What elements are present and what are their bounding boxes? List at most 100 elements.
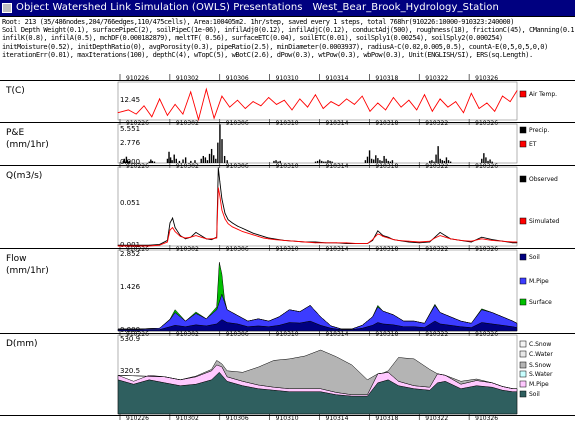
date-tick-label: 910314	[326, 120, 349, 127]
data-point	[439, 98, 441, 100]
data-point	[148, 244, 150, 246]
precip-bar	[204, 157, 207, 163]
data-point	[408, 241, 410, 243]
data-point	[408, 99, 410, 101]
precip-bar	[124, 161, 127, 163]
legend-swatch	[519, 298, 527, 306]
data-point	[429, 240, 431, 242]
data-point	[424, 94, 425, 96]
precip-bar	[169, 157, 172, 163]
precip-bar	[321, 160, 323, 163]
data-point	[304, 241, 306, 243]
panel-divider	[0, 248, 575, 249]
precip-bar	[383, 155, 385, 163]
precip-bar	[221, 139, 223, 163]
date-tick-label: 910326	[475, 246, 498, 253]
data-point	[169, 222, 171, 224]
precip-bar	[325, 161, 327, 163]
date-tick-label: 910306	[226, 120, 249, 127]
date-tick-label: 910302	[176, 163, 199, 170]
date-tick-label: 910306	[226, 163, 249, 170]
date-tick-strip: 910226 910302 910306 910310 910314 910318 9103…	[119, 74, 498, 82]
data-point	[260, 105, 262, 107]
data-point	[229, 106, 231, 108]
date-tick-label: 910310	[276, 246, 299, 253]
data-point	[200, 235, 202, 237]
legend-swatch	[519, 90, 527, 98]
legend-swatch	[519, 175, 527, 183]
panel-divider	[0, 122, 575, 123]
data-point	[291, 109, 293, 111]
y-axis-label: D(mm)	[6, 339, 38, 349]
precip-bar	[373, 159, 375, 163]
series-line-simulated	[118, 187, 517, 247]
data-point	[179, 236, 181, 237]
data-point	[159, 98, 160, 100]
precip-bar	[364, 160, 367, 163]
info-line: Root: 213 (35/486nodes,204/766edges,110/…	[2, 18, 514, 26]
precip-bar	[318, 159, 321, 163]
date-tick-label: 910326	[475, 163, 498, 170]
data-point	[227, 223, 229, 225]
precip-bar	[127, 161, 130, 163]
data-point	[247, 232, 249, 234]
date-tick-label: 910310	[276, 415, 299, 422]
date-tick-label: 910326	[475, 75, 498, 82]
data-point	[491, 240, 493, 241]
data-point	[205, 238, 207, 240]
date-tick-label: 910302	[176, 75, 199, 82]
data-point	[346, 242, 347, 244]
data-point	[117, 245, 119, 247]
data-point	[512, 241, 514, 243]
data-point	[195, 232, 197, 233]
legend-label: M.Pipe	[529, 381, 549, 388]
data-point	[460, 240, 462, 241]
precip-bar	[166, 158, 169, 163]
precip-bar	[153, 161, 156, 163]
precip-bar	[487, 160, 489, 163]
data-point	[481, 238, 483, 240]
data-point	[166, 115, 168, 116]
precip-bar	[377, 158, 379, 163]
data-point	[398, 240, 399, 241]
legend-swatch	[519, 340, 527, 348]
data-point	[392, 239, 394, 241]
data-point	[444, 236, 446, 238]
precip-bar	[148, 161, 150, 163]
data-point	[276, 103, 277, 105]
data-point	[151, 116, 153, 118]
precip-bar	[323, 161, 325, 163]
date-tick-label: 910306	[226, 75, 249, 82]
chart-depth: D(mm) 530.9 320.5 Soil M.Pipe S.Water S.Snow C.…	[6, 334, 553, 415]
data-point	[227, 219, 229, 221]
data-point	[470, 241, 472, 243]
legend-label: Observed	[529, 176, 558, 183]
data-point	[159, 244, 160, 246]
date-tick-label: 910326	[475, 331, 498, 338]
simulation-parameters: Root: 213 (35/486nodes,204/766edges,110/…	[2, 18, 574, 59]
info-line: initMoisture(0.52), initDepthRatio(0), a…	[2, 42, 548, 51]
precip-bar	[210, 148, 213, 163]
data-point	[382, 236, 384, 237]
precip-bar	[429, 160, 431, 163]
window-subtitle: West_Bear_Brook_Hydrology_Station	[312, 2, 499, 13]
data-point	[283, 240, 285, 241]
app-icon[interactable]	[2, 3, 12, 13]
precip-bar	[277, 161, 279, 163]
data-point	[283, 99, 285, 101]
legend-label: Precip.	[529, 127, 549, 134]
data-point	[224, 218, 226, 220]
date-tick-label: 910226	[126, 246, 149, 253]
data-point	[244, 108, 246, 109]
data-point	[185, 237, 186, 239]
y-tick-label: 530.9	[120, 335, 140, 343]
legend-flow: Soil M.Pipe Surface	[519, 253, 552, 306]
data-point	[216, 237, 218, 239]
data-point	[169, 229, 171, 231]
precip-bar	[327, 160, 329, 163]
data-point	[356, 243, 358, 245]
date-tick-label: 910306	[226, 415, 249, 422]
data-point	[486, 102, 488, 104]
data-point	[127, 244, 129, 246]
